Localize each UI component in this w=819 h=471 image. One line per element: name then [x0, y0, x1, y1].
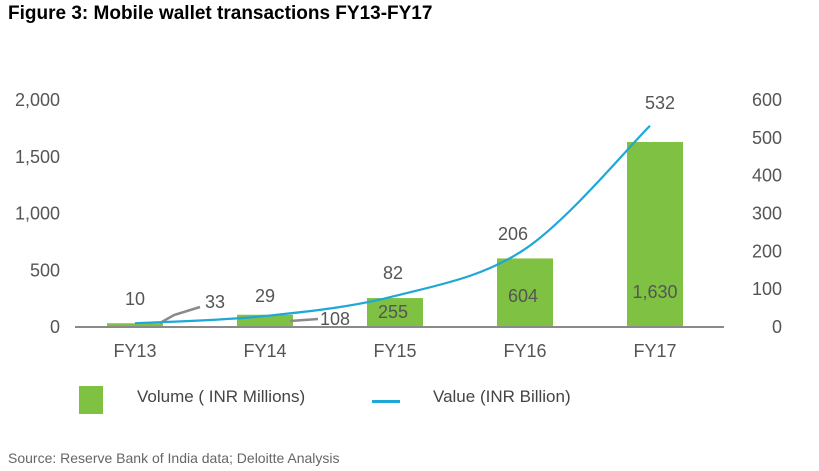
left-tick-label: 1,500: [15, 147, 60, 167]
volume-label: 33: [205, 292, 225, 312]
x-tick-label: FY15: [373, 341, 416, 361]
right-tick-label: 500: [752, 128, 782, 148]
legend-label-value: Value (INR Billion): [433, 387, 571, 406]
left-tick-label: 1,000: [15, 204, 60, 224]
x-tick-label: FY13: [113, 341, 156, 361]
value-label: 10: [125, 289, 145, 309]
legend-swatch-value: [372, 400, 400, 403]
volume-bars: [107, 141, 683, 327]
volume-label: 255: [378, 302, 408, 322]
volume-label: 604: [508, 286, 538, 306]
right-tick-label: 0: [772, 317, 782, 337]
right-tick-label: 600: [752, 90, 782, 110]
volume-bar: [367, 298, 423, 327]
legend-swatch-volume: [79, 386, 103, 414]
left-tick-label: 0: [50, 317, 60, 337]
value-label: 206: [498, 224, 528, 244]
volume-label: 1,630: [632, 282, 677, 302]
x-tick-label: FY14: [243, 341, 286, 361]
leader-line: [159, 305, 201, 325]
x-tick-label: FY16: [503, 341, 546, 361]
value-labels: 10 29 82 206 532: [125, 93, 675, 309]
value-label: 532: [645, 93, 675, 113]
value-label: 29: [255, 286, 275, 306]
left-tick-label: 500: [30, 260, 60, 280]
volume-bar: [627, 141, 683, 327]
volume-labels: 33 108 255 604 1,630: [205, 282, 678, 329]
chart-title: Figure 3: Mobile wallet transactions FY1…: [8, 3, 433, 24]
right-axis: 0 100 200 300 400 500 600: [752, 90, 782, 337]
right-tick-label: 100: [752, 279, 782, 299]
value-line: [134, 124, 651, 325]
label-leader-lines: [159, 305, 319, 325]
leader-line: [289, 317, 319, 323]
right-tick-label: 200: [752, 241, 782, 261]
x-tick-label: FY17: [633, 341, 676, 361]
right-tick-label: 400: [752, 166, 782, 186]
source-note: Source: Reserve Bank of India data; Delo…: [8, 450, 340, 466]
left-axis: 0 500 1,000 1,500 2,000: [15, 90, 60, 337]
x-axis: FY13 FY14 FY15 FY16 FY17: [113, 341, 676, 361]
volume-bar: [497, 258, 553, 327]
value-label: 82: [383, 263, 403, 283]
volume-bar: [107, 323, 163, 327]
legend-label-volume: Volume ( INR Millions): [137, 387, 306, 406]
right-tick-label: 300: [752, 204, 782, 224]
left-tick-label: 2,000: [15, 90, 60, 110]
volume-label: 108: [320, 309, 350, 329]
